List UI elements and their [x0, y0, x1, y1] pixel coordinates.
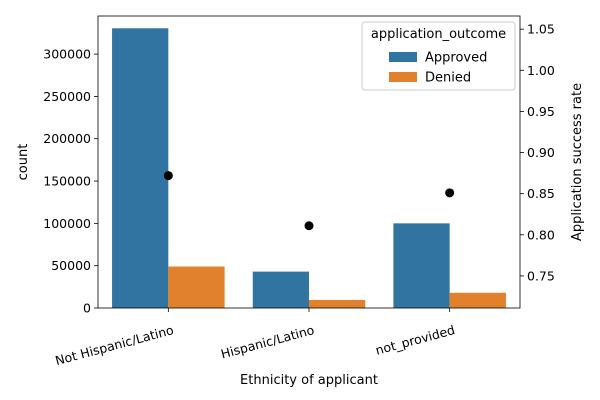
bars-layer [112, 28, 506, 309]
legend-label-denied: Denied [425, 71, 471, 86]
bar-denied-2 [449, 292, 506, 308]
y-tick-label: 150000 [43, 174, 91, 189]
legend-swatch-approved [389, 52, 417, 62]
legend-items: Approved Denied [389, 51, 487, 86]
bar-denied-1 [309, 299, 366, 308]
x-tick-label: not_provided [374, 322, 457, 358]
x-tick-label: Hispanic/Latino [219, 322, 316, 361]
bar-approved-1 [252, 271, 309, 308]
y2-axis-label: Application success rate [570, 83, 585, 241]
success-rate-point-2 [445, 188, 455, 198]
x-axis-ticks: Not Hispanic/Latino Hispanic/Latino not_pr… [54, 308, 457, 368]
y-tick-label: 250000 [43, 89, 91, 104]
y-axis-label: count [16, 144, 31, 181]
bar-denied-0 [168, 266, 225, 308]
y2-tick-label: 1.05 [527, 22, 555, 37]
y2-tick-label: 1.00 [527, 63, 555, 78]
x-tick-label: Not Hispanic/Latino [54, 322, 176, 368]
y-tick-label: 0 [83, 301, 91, 316]
legend-label-approved: Approved [425, 51, 487, 66]
legend-swatch-denied [389, 72, 417, 82]
legend-title: application_outcome [371, 27, 506, 42]
y-tick-label: 300000 [43, 47, 91, 62]
y2-tick-label: 0.90 [527, 145, 555, 160]
bar-approved-2 [393, 223, 450, 308]
x-axis-label: Ethnicity of applicant [240, 373, 378, 388]
y-tick-label: 200000 [43, 131, 91, 146]
legend: application_outcome Approved Denied [361, 21, 516, 91]
y2-tick-label: 0.75 [527, 268, 555, 283]
bar-approved-0 [112, 28, 169, 309]
success-rate-point-1 [304, 221, 314, 231]
points-layer [163, 171, 455, 231]
y2-tick-label: 0.95 [527, 104, 555, 119]
y2-axis-ticks: 0.75 0.80 0.85 0.90 0.95 1.00 1.05 [520, 22, 555, 283]
y-tick-label: 100000 [43, 216, 91, 231]
y-tick-label: 50000 [51, 258, 91, 273]
y2-tick-label: 0.80 [527, 227, 555, 242]
success-rate-point-0 [163, 171, 173, 181]
y-axis-ticks: 0 50000 100000 150000 200000 250000 300000 [43, 47, 98, 316]
y2-tick-label: 0.85 [527, 186, 555, 201]
